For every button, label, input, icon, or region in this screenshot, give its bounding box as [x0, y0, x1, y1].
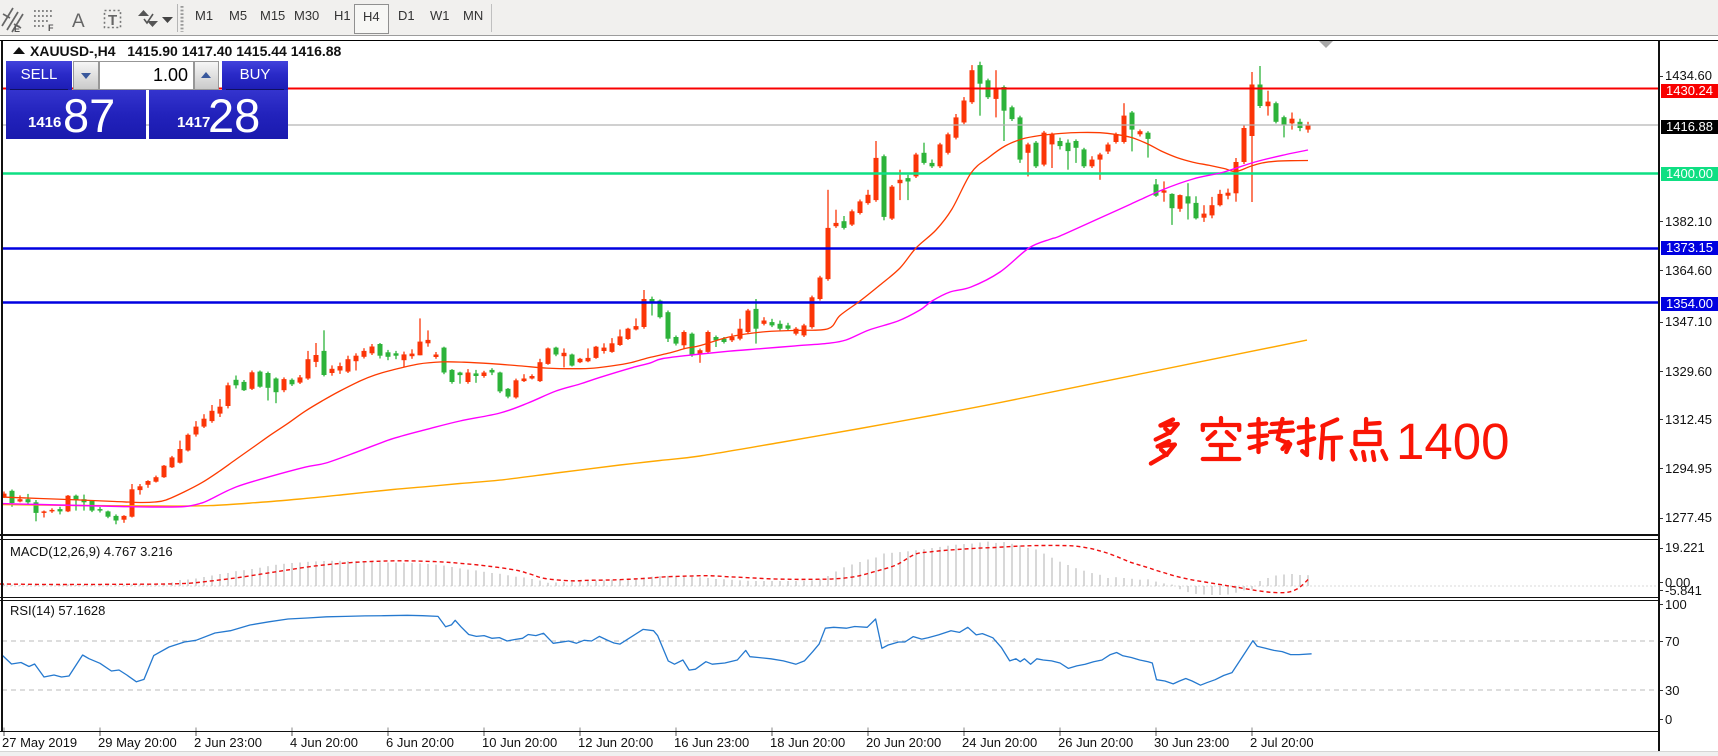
svg-text:A: A	[72, 11, 85, 32]
svg-text:F: F	[48, 23, 54, 33]
svg-text:T: T	[108, 12, 117, 29]
svg-text:E: E	[14, 24, 20, 34]
